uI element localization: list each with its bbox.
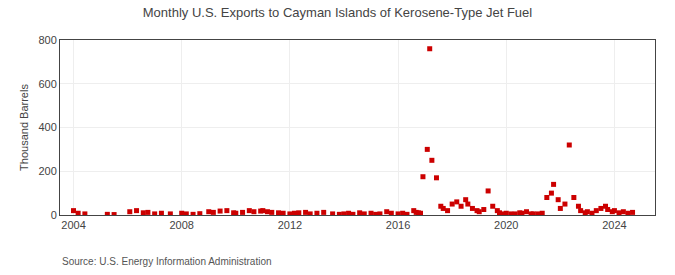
svg-text:800: 800 [38,34,56,46]
svg-text:2016: 2016 [386,219,410,231]
svg-text:Thousand Barrels: Thousand Barrels [18,84,30,171]
svg-text:200: 200 [38,165,56,177]
svg-text:2024: 2024 [602,219,626,231]
svg-text:Source: U.S. Energy Informatio: Source: U.S. Energy Information Administ… [62,256,272,267]
svg-text:2012: 2012 [278,219,302,231]
svg-text:2004: 2004 [61,219,85,231]
svg-text:400: 400 [38,121,56,133]
svg-text:600: 600 [38,78,56,90]
svg-text:Monthly U.S. Exports to Cayman: Monthly U.S. Exports to Cayman Islands o… [143,5,533,20]
svg-text:2020: 2020 [494,219,518,231]
svg-text:2008: 2008 [169,219,193,231]
svg-text:0: 0 [51,209,57,221]
